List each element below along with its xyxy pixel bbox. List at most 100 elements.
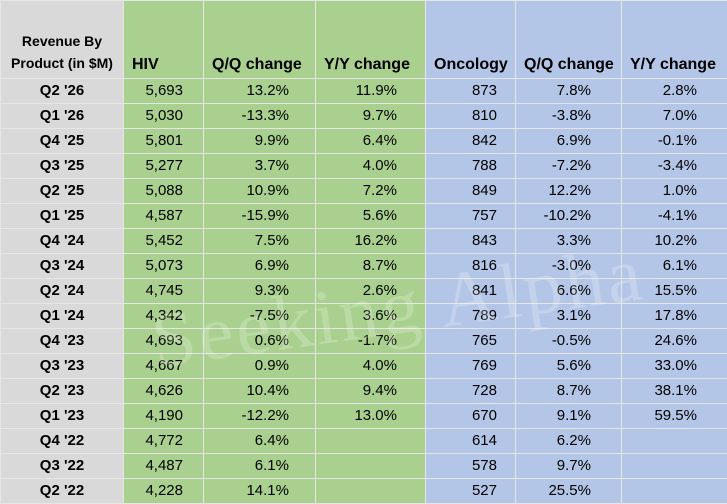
cell-quarter: Q1 '23: [1, 404, 124, 429]
cell-oncology-revenue: 842: [426, 129, 516, 154]
cell-oncology-yy-change: -0.1%: [622, 129, 727, 154]
cell-quarter: Q1 '25: [1, 204, 124, 229]
header-oncology-qq-change: Q/Q change: [516, 1, 622, 79]
cell-quarter: Q4 '23: [1, 329, 124, 354]
cell-hiv-yy-change: 4.0%: [316, 154, 426, 179]
cell-hiv-yy-change: 5.6%: [316, 204, 426, 229]
cell-hiv-qq-change: 6.9%: [204, 254, 316, 279]
cell-oncology-revenue: 578: [426, 454, 516, 479]
header-revenue-by-product: Revenue By Product (in $M): [1, 1, 124, 79]
cell-oncology-yy-change: 1.0%: [622, 179, 727, 204]
cell-oncology-qq-change: 3.1%: [516, 304, 622, 329]
cell-hiv-revenue: 4,745: [124, 279, 204, 304]
cell-oncology-revenue: 769: [426, 354, 516, 379]
cell-hiv-revenue: 4,190: [124, 404, 204, 429]
cell-hiv-revenue: 4,487: [124, 454, 204, 479]
cell-hiv-qq-change: 0.9%: [204, 354, 316, 379]
cell-quarter: Q2 '26: [1, 79, 124, 104]
cell-oncology-yy-change: [622, 429, 727, 454]
header-hiv-yy-change: Y/Y change: [316, 1, 426, 79]
cell-oncology-revenue: 849: [426, 179, 516, 204]
cell-hiv-qq-change: 6.1%: [204, 454, 316, 479]
cell-oncology-yy-change: 2.8%: [622, 79, 727, 104]
cell-oncology-revenue: 789: [426, 304, 516, 329]
cell-quarter: Q3 '25: [1, 154, 124, 179]
cell-oncology-qq-change: 12.2%: [516, 179, 622, 204]
cell-oncology-qq-change: 6.6%: [516, 279, 622, 304]
cell-hiv-qq-change: 3.7%: [204, 154, 316, 179]
cell-quarter: Q3 '23: [1, 354, 124, 379]
cell-oncology-yy-change: [622, 479, 727, 504]
cell-oncology-yy-change: -3.4%: [622, 154, 727, 179]
cell-oncology-qq-change: -10.2%: [516, 204, 622, 229]
cell-hiv-yy-change: -1.7%: [316, 329, 426, 354]
cell-hiv-qq-change: 9.3%: [204, 279, 316, 304]
cell-oncology-revenue: 816: [426, 254, 516, 279]
cell-oncology-qq-change: 9.7%: [516, 454, 622, 479]
cell-oncology-yy-change: 7.0%: [622, 104, 727, 129]
cell-oncology-yy-change: 15.5%: [622, 279, 727, 304]
header-hiv-qq-change: Q/Q change: [204, 1, 316, 79]
cell-oncology-revenue: 765: [426, 329, 516, 354]
header-row: Revenue By Product (in $M) HIV Q/Q chang…: [1, 1, 727, 79]
cell-oncology-yy-change: 38.1%: [622, 379, 727, 404]
cell-oncology-revenue: 873: [426, 79, 516, 104]
cell-hiv-qq-change: -15.9%: [204, 204, 316, 229]
cell-hiv-yy-change: 3.6%: [316, 304, 426, 329]
cell-quarter: Q3 '24: [1, 254, 124, 279]
cell-hiv-yy-change: 16.2%: [316, 229, 426, 254]
cell-hiv-qq-change: -13.3%: [204, 104, 316, 129]
cell-hiv-qq-change: 9.9%: [204, 129, 316, 154]
cell-hiv-revenue: 5,693: [124, 79, 204, 104]
cell-oncology-revenue: 728: [426, 379, 516, 404]
cell-oncology-revenue: 614: [426, 429, 516, 454]
cell-oncology-yy-change: 6.1%: [622, 254, 727, 279]
cell-oncology-yy-change: 24.6%: [622, 329, 727, 354]
cell-oncology-revenue: 841: [426, 279, 516, 304]
cell-quarter: Q4 '24: [1, 229, 124, 254]
cell-oncology-qq-change: 7.8%: [516, 79, 622, 104]
cell-oncology-qq-change: 5.6%: [516, 354, 622, 379]
cell-hiv-yy-change: 9.7%: [316, 104, 426, 129]
cell-oncology-qq-change: 9.1%: [516, 404, 622, 429]
cell-hiv-revenue: 4,626: [124, 379, 204, 404]
cell-quarter: Q4 '22: [1, 429, 124, 454]
cell-oncology-qq-change: 8.7%: [516, 379, 622, 404]
header-oncology: Oncology: [426, 1, 516, 79]
cell-hiv-yy-change: 7.2%: [316, 179, 426, 204]
cell-hiv-yy-change: [316, 479, 426, 504]
cell-hiv-yy-change: 13.0%: [316, 404, 426, 429]
cell-quarter: Q2 '22: [1, 479, 124, 504]
cell-oncology-qq-change: -0.5%: [516, 329, 622, 354]
cell-hiv-yy-change: 8.7%: [316, 254, 426, 279]
cell-quarter: Q2 '23: [1, 379, 124, 404]
cell-hiv-revenue: 5,088: [124, 179, 204, 204]
cell-quarter: Q1 '24: [1, 304, 124, 329]
cell-oncology-yy-change: [622, 454, 727, 479]
cell-hiv-revenue: 4,342: [124, 304, 204, 329]
cell-oncology-qq-change: 6.9%: [516, 129, 622, 154]
cell-hiv-revenue: 5,073: [124, 254, 204, 279]
cell-hiv-revenue: 5,277: [124, 154, 204, 179]
cell-hiv-qq-change: -7.5%: [204, 304, 316, 329]
cell-oncology-revenue: 843: [426, 229, 516, 254]
cell-hiv-revenue: 5,030: [124, 104, 204, 129]
cell-hiv-qq-change: 10.9%: [204, 179, 316, 204]
cell-oncology-revenue: 810: [426, 104, 516, 129]
cell-oncology-qq-change: -3.0%: [516, 254, 622, 279]
cell-hiv-qq-change: 6.4%: [204, 429, 316, 454]
cell-hiv-yy-change: [316, 454, 426, 479]
cell-hiv-qq-change: -12.2%: [204, 404, 316, 429]
